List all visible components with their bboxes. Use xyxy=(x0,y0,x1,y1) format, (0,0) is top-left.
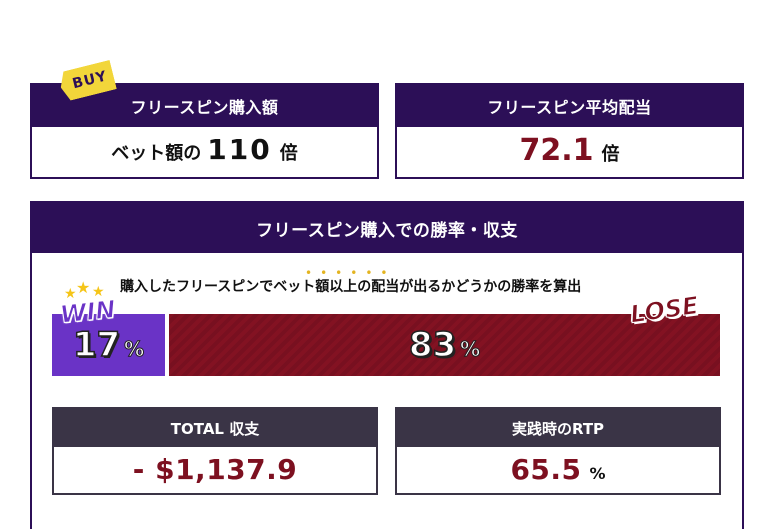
actual-rtp-body: 65.5 % xyxy=(397,447,719,497)
total-balance-body: - $1,137.9 xyxy=(54,447,376,497)
actual-rtp-card: 実践時のRTP 65.5 % xyxy=(395,407,721,495)
total-balance-value: - $1,137.9 xyxy=(132,453,298,486)
star-icon: ★ xyxy=(76,278,91,297)
average-payout-value: 72.1 xyxy=(519,133,594,168)
average-payout-body: 72.1 倍 xyxy=(397,127,742,177)
star-icon: ★ xyxy=(92,284,105,300)
free-spin-average-payout-card: フリースピン平均配当 72.1 倍 xyxy=(395,83,744,179)
star-icon: ★ xyxy=(64,286,77,302)
lose-percent-value: 83 xyxy=(408,324,457,366)
purchase-multiplier-unit: 倍 xyxy=(279,143,298,164)
actual-rtp-title: 実践時のRTP xyxy=(397,409,719,447)
win-rate-description: 購入したフリースピンでベット額以上の配当が出るかどうかの勝率を算出 xyxy=(120,279,582,295)
actual-rtp-unit: % xyxy=(589,464,606,483)
win-percent-sign: % xyxy=(124,337,145,362)
total-balance-title: TOTAL 収支 xyxy=(54,409,376,447)
purchase-multiplier-value: 110 xyxy=(207,133,272,166)
total-balance-card: TOTAL 収支 - $1,137.9 xyxy=(52,407,378,495)
lose-percent-sign: % xyxy=(460,337,481,362)
win-percent-value: 17 xyxy=(72,324,121,366)
win-label: WIN xyxy=(58,295,117,330)
lose-rate-bar: 83 % xyxy=(169,314,720,376)
bet-amount-prefix: ベット額の xyxy=(111,143,202,164)
win-rate-bar: 17 % xyxy=(52,314,165,376)
win-rate-section-title: フリースピン購入での勝率・収支 xyxy=(32,203,742,253)
free-spin-purchase-body: ベット額の 110 倍 xyxy=(32,127,377,177)
average-payout-title: フリースピン平均配当 xyxy=(397,85,742,127)
actual-rtp-value: 65.5 xyxy=(510,453,582,486)
emphasis-dots: •••••• xyxy=(305,266,396,280)
average-payout-unit: 倍 xyxy=(601,144,620,165)
